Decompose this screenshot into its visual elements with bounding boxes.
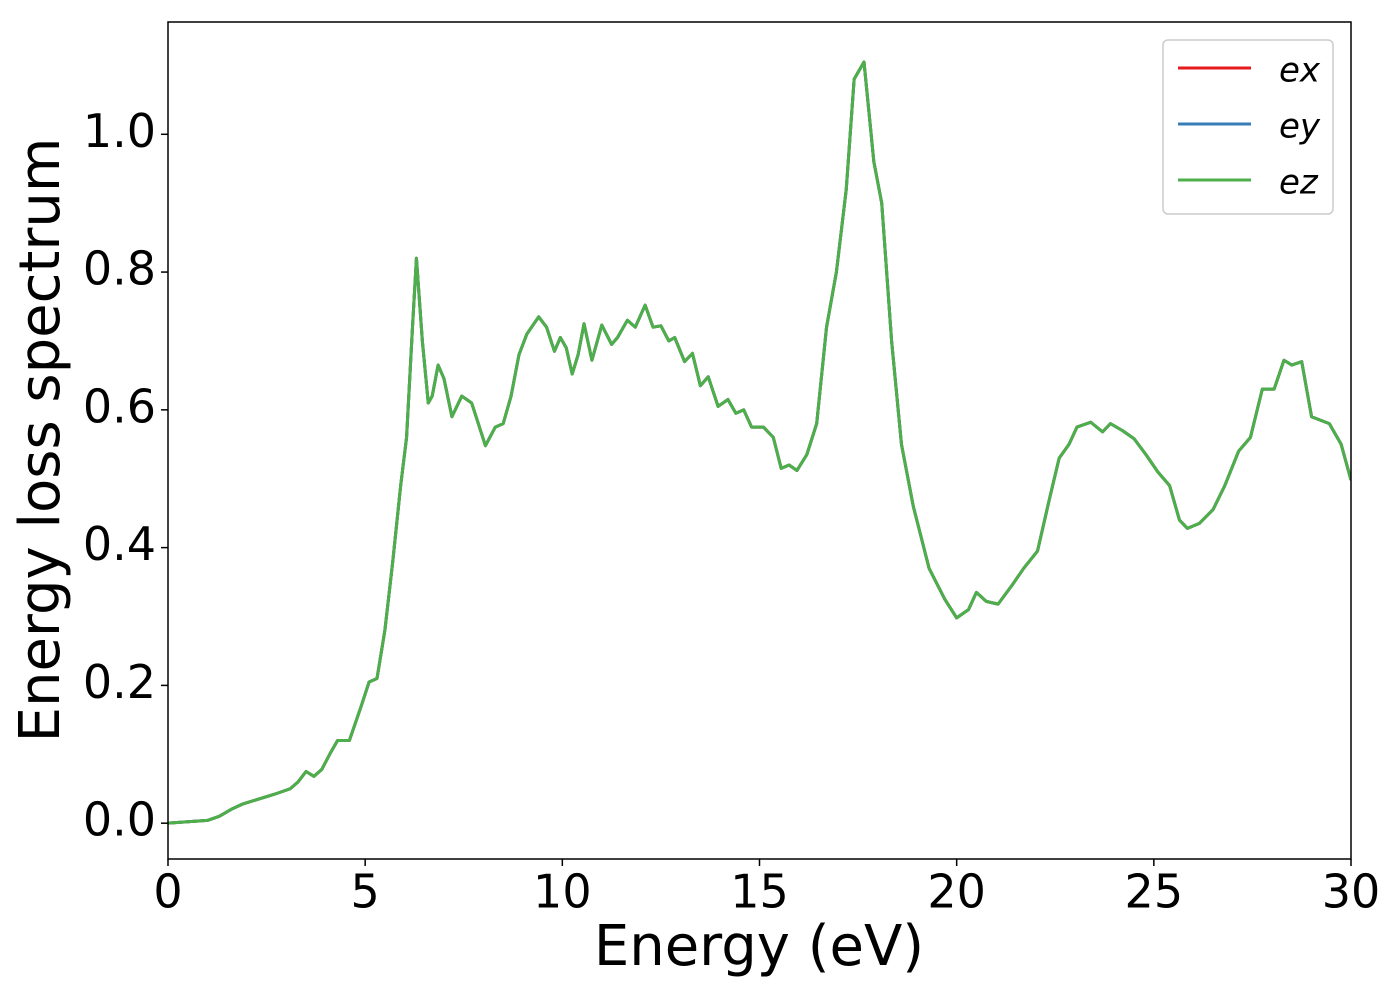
series-line	[168, 60, 1351, 825]
y-tick-label: 1.0	[83, 104, 156, 158]
legend-label: ex	[1279, 51, 1321, 91]
y-tick-label: 0.8	[83, 242, 156, 296]
x-tick-label: 15	[730, 865, 789, 919]
y-tick-label: 0.2	[83, 655, 156, 709]
legend-label: ez	[1279, 163, 1319, 203]
legend-label: ey	[1279, 107, 1321, 147]
x-tick-label: 25	[1125, 865, 1184, 919]
x-tick-label: 0	[153, 865, 182, 919]
x-tick-label: 30	[1322, 865, 1381, 919]
plot-frame	[167, 21, 1352, 860]
y-tick-label: 0.6	[83, 379, 156, 433]
x-tick-label: 20	[927, 865, 986, 919]
legend-box	[1162, 39, 1334, 215]
x-tick-label: 10	[533, 865, 592, 919]
x-axis-label: Energy (eV)	[594, 914, 924, 979]
y-axis-label: Energy loss spectrum	[8, 138, 73, 743]
y-tick-label: 0.0	[83, 793, 156, 847]
x-tick-label: 5	[351, 865, 380, 919]
y-tick-label: 0.4	[83, 517, 156, 571]
